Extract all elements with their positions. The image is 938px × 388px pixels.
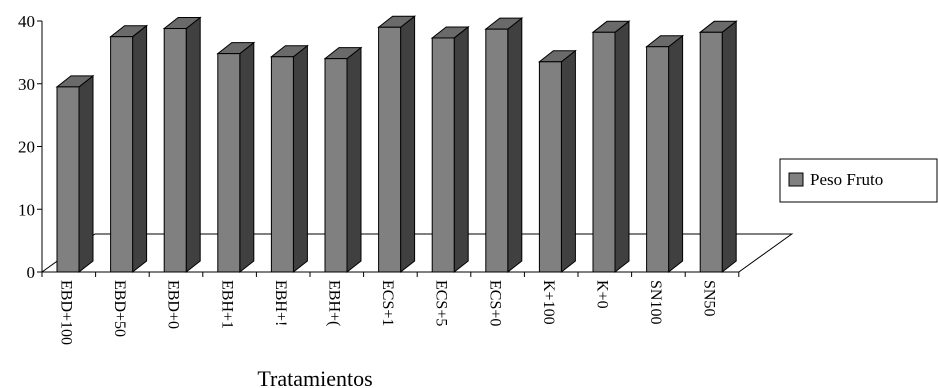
- bar-side: [239, 41, 255, 274]
- bar-side: [560, 49, 576, 274]
- bar-front: [485, 28, 509, 273]
- x-tick-label: ECS+5: [433, 280, 450, 326]
- legend-swatch: [788, 172, 804, 187]
- bar: [323, 46, 363, 274]
- bar-side: [668, 34, 684, 274]
- bar-side: [721, 20, 737, 274]
- bar-side: [400, 15, 416, 274]
- x-tick-label: ECS+1: [379, 280, 396, 326]
- bar-side: [507, 17, 523, 274]
- x-tick-label: K+0: [594, 280, 611, 309]
- chart-bars-layer: [55, 15, 738, 274]
- x-tick-label: EBH+!: [272, 280, 289, 326]
- bar-front: [324, 58, 348, 273]
- bar-side: [346, 46, 362, 274]
- bar: [162, 16, 202, 274]
- legend-label: Peso Fruto: [810, 170, 883, 189]
- bar: [55, 74, 95, 274]
- x-tick-label: EBD+0: [165, 280, 182, 329]
- x-tick-label: K+100: [540, 280, 557, 325]
- y-tick-label: 30: [18, 75, 35, 94]
- x-tick-label: ECS+0: [486, 280, 503, 326]
- x-tick-label: EBH+(: [326, 280, 343, 326]
- legend-box: [779, 158, 938, 203]
- x-tick-label: SN50: [701, 280, 718, 316]
- bar: [537, 49, 577, 274]
- x-axis-title: Tratamientos: [257, 366, 372, 388]
- y-tick-label: 40: [18, 12, 35, 31]
- bar-side: [453, 25, 469, 274]
- chart-ticks-layer: 0 10 20 30 40 EBD+100 EBD+50 EBD+0 EBH+1 EBH+! EBH…: [18, 12, 718, 345]
- bar-front: [431, 37, 455, 273]
- legend: Peso Fruto: [779, 158, 938, 203]
- bar-side: [132, 24, 148, 274]
- x-tick-label: EBH+1: [218, 280, 235, 329]
- bar-front: [646, 46, 670, 273]
- bar-front: [270, 56, 294, 273]
- bar: [377, 15, 417, 274]
- bar-front: [592, 31, 616, 273]
- bar: [216, 41, 256, 274]
- bar-side: [78, 74, 94, 274]
- bar-front: [217, 53, 241, 273]
- bar-side: [292, 44, 308, 274]
- bar: [698, 20, 738, 274]
- x-tick-label: SN100: [647, 280, 664, 324]
- y-tick-label: 20: [18, 138, 35, 157]
- bar: [109, 24, 149, 274]
- bar: [591, 20, 631, 274]
- bar-front: [56, 86, 80, 273]
- bar-front: [163, 28, 187, 273]
- bar: [269, 44, 309, 274]
- bar: [645, 34, 685, 274]
- y-tick-label: 10: [18, 200, 35, 219]
- x-tick-label: EBD+100: [58, 280, 75, 345]
- bar-side: [185, 16, 201, 274]
- bar-front: [378, 26, 402, 273]
- bar-side: [614, 20, 630, 274]
- bar-front: [699, 31, 723, 273]
- bar-front: [538, 61, 562, 273]
- bar: [430, 25, 470, 274]
- x-tick-label: EBD+50: [111, 280, 128, 337]
- bar: [484, 17, 524, 274]
- y-tick-label: 0: [27, 263, 36, 282]
- bar-front: [110, 36, 134, 273]
